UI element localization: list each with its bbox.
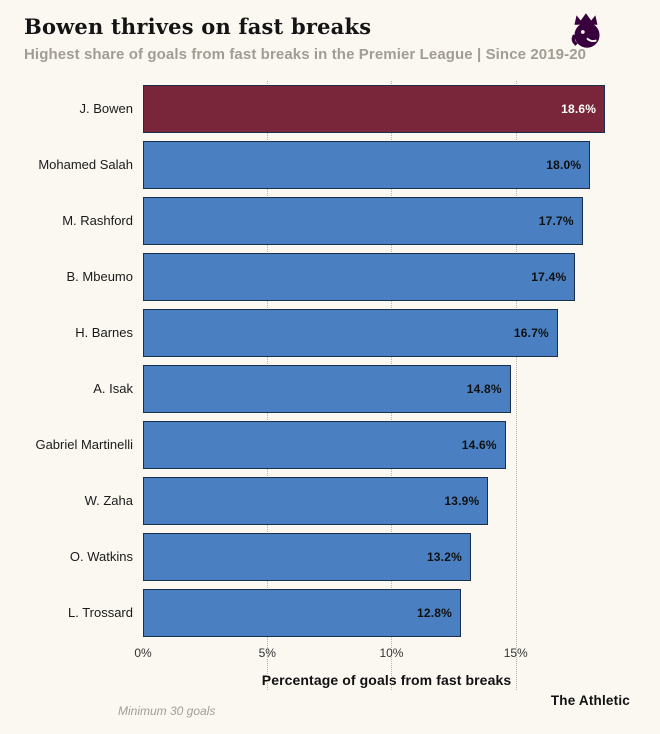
- bar-row: L. Trossard 12.8%: [0, 585, 660, 640]
- bar-value-label: 18.0%: [546, 157, 582, 172]
- bar: 12.8%: [143, 588, 462, 637]
- bar-label: O. Watkins: [69, 549, 133, 564]
- bar-track: 16.7%: [143, 308, 630, 357]
- bar-label: L. Trossard: [67, 605, 133, 620]
- bar: 14.6%: [143, 420, 506, 469]
- bar-value-label: 17.4%: [531, 269, 567, 284]
- gridline-15: [515, 81, 517, 690]
- bar-value-label: 14.6%: [461, 437, 497, 452]
- bar-label: M. Rashford: [62, 213, 133, 228]
- bar: 18.0%: [143, 140, 591, 189]
- bar-value-label: 17.7%: [538, 213, 574, 228]
- x-tick-label: 15%: [503, 646, 528, 660]
- bar-row: Mohamed Salah 18.0%: [0, 137, 660, 192]
- bar: 13.9%: [143, 476, 489, 525]
- bar-value-label: 18.6%: [561, 101, 597, 116]
- bar-track: 18.0%: [143, 140, 630, 189]
- bar-row: H. Barnes 16.7%: [0, 305, 660, 360]
- x-tick-label: 0%: [134, 646, 152, 660]
- bar-track: 18.6%: [143, 84, 630, 133]
- bar: 14.8%: [143, 364, 511, 413]
- bar-row: Gabriel Martinelli 14.6%: [0, 417, 660, 472]
- bar-track: 17.4%: [143, 252, 630, 301]
- chart-subtitle: Highest share of goals from fast breaks …: [24, 46, 587, 63]
- bar-row: B. Mbeumo 17.4%: [0, 249, 660, 304]
- bar-row: A. Isak 14.8%: [0, 361, 660, 416]
- bar-label: H. Barnes: [75, 325, 133, 340]
- bar: 18.6%: [143, 84, 606, 133]
- bar-label: W. Zaha: [84, 493, 133, 508]
- bar: 16.7%: [143, 308, 558, 357]
- x-axis: 0% 5% 10% 15%: [134, 646, 630, 666]
- bar: 13.2%: [143, 532, 471, 581]
- bar-label: A. Isak: [93, 381, 133, 396]
- bar-track: 13.2%: [143, 532, 630, 581]
- footnote: Minimum 30 goals: [118, 704, 216, 718]
- bar-value-label: 14.8%: [466, 381, 502, 396]
- chart-header: Bowen thrives on fast breaks Highest sha…: [0, 0, 660, 63]
- bar-track: 14.8%: [143, 364, 630, 413]
- bar-track: 14.6%: [143, 420, 630, 469]
- brand-logo-text: The Athletic: [550, 693, 630, 708]
- bar-value-label: 13.9%: [444, 493, 480, 508]
- bar-track: 12.8%: [143, 588, 630, 637]
- bar: 17.4%: [143, 252, 576, 301]
- premier-league-lion-logo: [566, 8, 608, 54]
- bar-rows: J. Bowen 18.6% Mohamed Salah 18.0% M. Rashfo…: [0, 81, 660, 640]
- bar-row: M. Rashford 17.7%: [0, 193, 660, 248]
- x-axis-label-wrap: Percentage of goals from fast breaks: [143, 672, 630, 690]
- bar-label: Mohamed Salah: [38, 157, 133, 172]
- bar-chart: J. Bowen 18.6% Mohamed Salah 18.0% M. Rashfo…: [0, 81, 660, 690]
- chart-title: Bowen thrives on fast breaks: [24, 14, 372, 39]
- bar-value-label: 13.2%: [426, 549, 462, 564]
- bar-label: J. Bowen: [79, 101, 133, 116]
- bar-value-label: 12.8%: [417, 605, 453, 620]
- bar-row: J. Bowen 18.6%: [0, 81, 660, 136]
- bar-label: B. Mbeumo: [66, 269, 133, 284]
- bar: 17.7%: [143, 196, 583, 245]
- bar-value-label: 16.7%: [513, 325, 549, 340]
- bar-row: W. Zaha 13.9%: [0, 473, 660, 528]
- premier-league-lion-icon: [571, 13, 600, 48]
- bar-label: Gabriel Martinelli: [35, 437, 133, 452]
- x-tick-label: 10%: [379, 646, 404, 660]
- bar-track: 17.7%: [143, 196, 630, 245]
- bar-track: 13.9%: [143, 476, 630, 525]
- bar-row: O. Watkins 13.2%: [0, 529, 660, 584]
- x-axis-label: Percentage of goals from fast breaks: [261, 672, 512, 688]
- x-tick-label: 5%: [258, 646, 276, 660]
